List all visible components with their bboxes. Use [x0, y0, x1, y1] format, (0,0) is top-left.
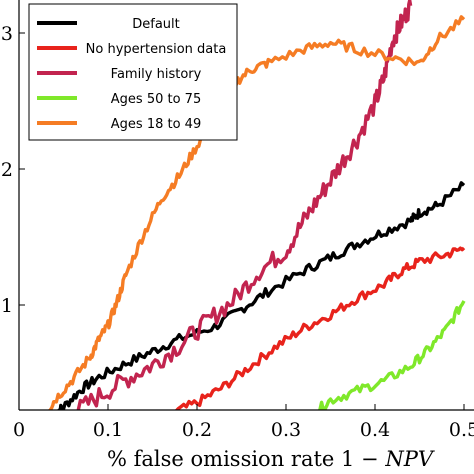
legend-label-2: Family history [111, 67, 202, 82]
legend-label-0: Default [132, 17, 180, 32]
legend-items: Default No hypertension data Family histor… [37, 17, 226, 132]
legend-label-3: Ages 50 to 75 [111, 92, 201, 107]
series-layer [47, 0, 466, 410]
series-line-3 [317, 300, 466, 410]
series-line-1 [174, 246, 466, 410]
x-axis-label-prefix: % false omission rate 1 − [107, 447, 379, 471]
y-tick-label-2: 3 [1, 23, 13, 45]
x-axis-label: % false omission rate 1 − NPV [107, 447, 435, 471]
legend-label-4: Ages 18 to 49 [111, 117, 201, 132]
x-tick-label-0: 0 [13, 419, 25, 441]
series-line-2 [76, 0, 413, 410]
x-tick-label-4: 0.4 [360, 419, 390, 441]
y-tick-label-0: 1 [1, 295, 13, 317]
legend: Default No hypertension data Family histor… [28, 3, 238, 141]
x-tick-label-2: 0.2 [182, 419, 212, 441]
series-line-0 [57, 181, 466, 410]
legend-label-1: No hypertension data [86, 42, 227, 57]
series-line-4 [47, 15, 466, 410]
y-tick-label-1: 2 [1, 159, 13, 181]
x-axis-label-math: NPV [384, 447, 435, 471]
x-tick-label-3: 0.3 [271, 419, 301, 441]
x-tick-label-5: 0.5 [449, 419, 474, 441]
x-tick-label-1: 0.1 [93, 419, 123, 441]
tick-layer: 0 0.1 0.2 0.3 0.4 0.5 1 2 3 [1, 23, 474, 441]
axis-layer [18, 0, 474, 411]
